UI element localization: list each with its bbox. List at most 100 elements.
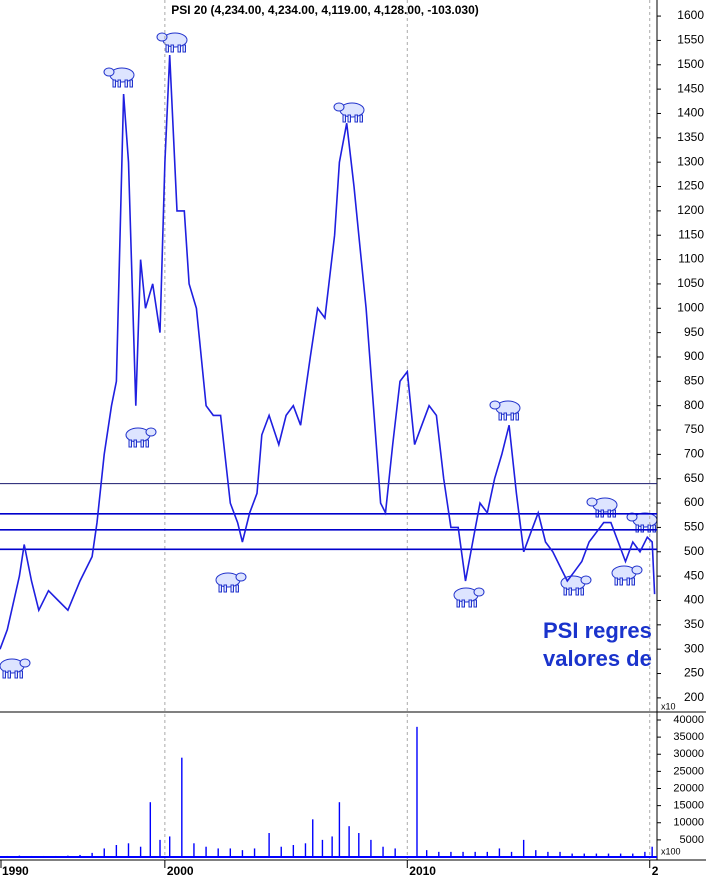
bull-head (473, 587, 485, 597)
bull-icon (125, 427, 157, 448)
y-unit-label: x10 (661, 701, 676, 711)
y-tick-label: 650 (684, 471, 704, 485)
bull-leg (614, 577, 618, 586)
bear-head (156, 32, 168, 42)
volume-bar (522, 839, 525, 857)
bull-leg (133, 439, 137, 448)
bull-icon (0, 658, 31, 679)
volume-bar (462, 851, 464, 857)
bear-leg (177, 44, 181, 53)
bull-leg (631, 577, 635, 586)
volume-bar (292, 845, 295, 857)
bear-leg (635, 524, 639, 533)
volume-bar (280, 846, 282, 857)
y-tick-label: 950 (684, 325, 704, 339)
volume-bar (331, 836, 333, 857)
volume-bar (304, 843, 307, 857)
volume-bar (547, 851, 549, 857)
bear-leg (170, 44, 174, 53)
bull-leg (14, 670, 18, 679)
annotation: PSI regres (543, 618, 652, 643)
bull-leg (7, 670, 11, 679)
bear-leg (124, 79, 128, 88)
volume-bar (217, 848, 219, 857)
y-tick-label: 25000 (673, 765, 704, 777)
volume-bar (338, 802, 341, 857)
bear-head (489, 400, 501, 410)
y-tick-label: 800 (684, 398, 704, 412)
volume-bar (115, 845, 118, 857)
bull-leg (473, 599, 477, 608)
bear-leg (165, 44, 169, 53)
volume-bar (79, 854, 81, 857)
bull-leg (128, 439, 132, 448)
volume-bar (510, 851, 513, 857)
volume-bar (358, 833, 360, 857)
y-tick-label: 20000 (673, 782, 704, 794)
x-tick-label: 2000 (167, 864, 194, 878)
bull-leg (218, 584, 222, 593)
volume-bar (241, 850, 244, 857)
volume-bar (486, 851, 488, 857)
y-unit-label: x100 (661, 846, 681, 856)
bull-leg (235, 584, 239, 593)
volume-bar (394, 848, 396, 857)
y-tick-label: 1100 (678, 252, 704, 266)
bear-leg (342, 114, 346, 123)
bear-icon (333, 102, 365, 123)
volume-bar (651, 846, 653, 857)
y-tick-label: 1050 (677, 276, 704, 290)
bear-leg (129, 79, 133, 88)
bull-leg (568, 587, 572, 596)
y-tick-label: 1600 (677, 8, 704, 22)
bear-leg (112, 79, 116, 88)
volume-bar (416, 726, 418, 857)
y-tick-label: 900 (684, 349, 704, 363)
y-tick-label: 300 (684, 641, 704, 655)
bull-head (235, 572, 247, 582)
x-tick-label: 2010 (409, 864, 436, 878)
bull-icon (215, 572, 247, 593)
y-tick-label: 1150 (678, 227, 704, 241)
volume-bar (632, 853, 634, 857)
y-tick-label: 550 (684, 520, 704, 534)
price-line (0, 54, 656, 650)
volume-bar (607, 853, 610, 857)
y-tick-label: 350 (684, 617, 704, 631)
bear-leg (515, 412, 519, 421)
bear-icon (103, 67, 135, 88)
volume-bar (450, 851, 452, 857)
bull-leg (2, 670, 6, 679)
bull-head (145, 427, 157, 437)
y-tick-label: 500 (684, 544, 704, 558)
bull-head (631, 565, 643, 575)
bull-leg (19, 670, 23, 679)
volume-bar (535, 850, 537, 857)
bull-leg (145, 439, 149, 448)
bull-leg (461, 599, 465, 608)
y-tick-label: 1550 (677, 33, 704, 47)
bull-leg (563, 587, 567, 596)
y-tick-label: 1500 (677, 57, 704, 71)
y-tick-label: 450 (684, 568, 704, 582)
y-tick-label: 250 (684, 666, 704, 680)
volume-bar (425, 850, 428, 857)
y-tick-label: 750 (684, 422, 704, 436)
bear-leg (640, 524, 644, 533)
y-tick-label: 30000 (673, 748, 704, 760)
volume-bar (103, 848, 105, 857)
bull-head (580, 575, 592, 585)
volume-bar (127, 843, 130, 857)
bull-leg (580, 587, 584, 596)
y-tick-label: 1450 (677, 81, 704, 95)
volume-bar (229, 848, 232, 857)
y-tick-label: 1300 (677, 154, 704, 168)
bull-leg (468, 599, 472, 608)
x-tick-label: 2 (652, 864, 659, 878)
bear-head (586, 497, 598, 507)
bull-icon (611, 565, 643, 586)
volume-bar (382, 846, 384, 857)
bear-leg (117, 79, 121, 88)
volume-bar (193, 843, 195, 857)
